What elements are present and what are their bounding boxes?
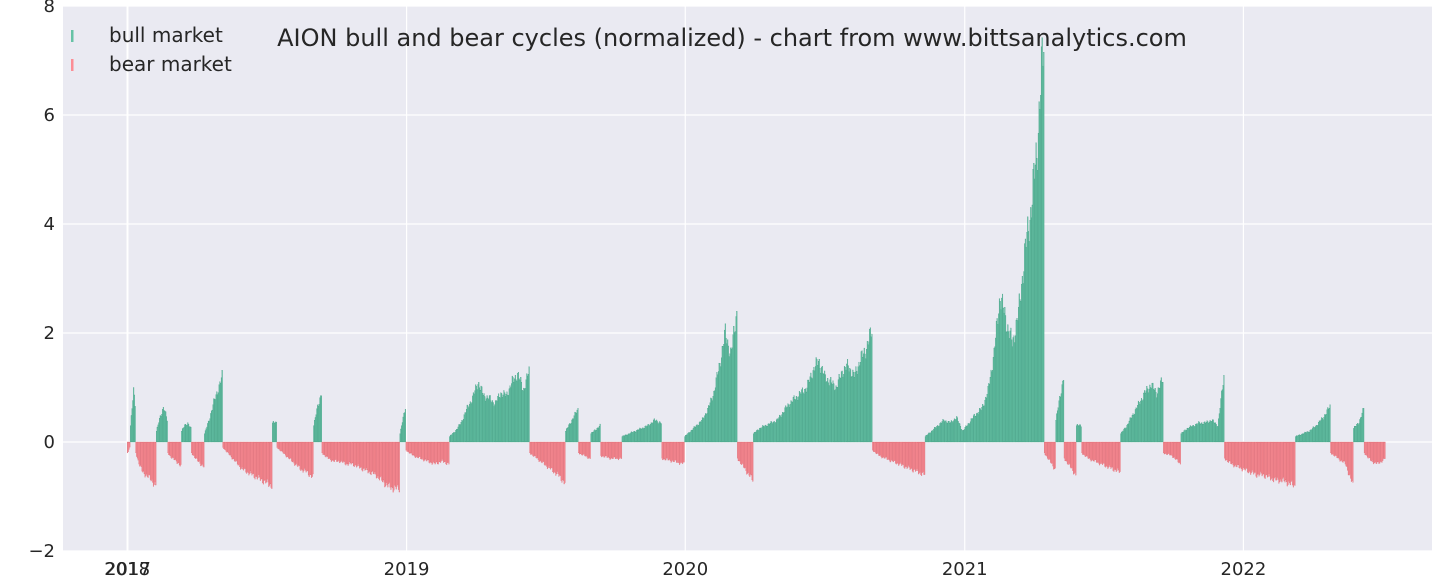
- bear-bar: [1294, 441, 1296, 486]
- y-tick-label: 2: [44, 323, 55, 344]
- bull-bar: [275, 421, 277, 443]
- legend-label-bear: bear market: [109, 52, 232, 76]
- bear-bar: [448, 441, 450, 465]
- bear-bar: [1119, 441, 1121, 472]
- bull-bar: [528, 366, 530, 443]
- legend-label-bull: bull market: [109, 23, 223, 47]
- bull-bar: [1043, 52, 1045, 443]
- x-tick-label: 2019: [384, 559, 430, 580]
- bear-bar: [1179, 441, 1181, 465]
- y-tick-label: −2: [28, 541, 55, 562]
- bull-bar: [660, 423, 662, 443]
- bull-bar: [1363, 408, 1365, 443]
- bear-bar: [589, 441, 591, 459]
- y-tick-label: 0: [44, 432, 55, 453]
- bull-bar: [404, 409, 406, 443]
- bull-bar: [1162, 381, 1164, 443]
- y-tick-label: 8: [44, 0, 55, 17]
- bear-bar: [203, 441, 205, 468]
- x-tick-label: 2018: [104, 559, 150, 580]
- y-tick-label: 4: [44, 214, 55, 235]
- bear-bar: [683, 441, 685, 463]
- bear-bar: [180, 441, 182, 465]
- bull-bar: [1080, 426, 1082, 443]
- bear-bar: [564, 441, 566, 483]
- x-tick-label: 2021: [942, 559, 988, 580]
- bear-bar: [1384, 441, 1386, 459]
- bars: [127, 37, 1386, 493]
- bear-bar: [752, 441, 754, 482]
- legend-swatch-bull: [71, 30, 74, 42]
- bull-bar: [1223, 375, 1225, 443]
- x-tick-label: 2020: [662, 559, 708, 580]
- bear-bar: [312, 441, 314, 475]
- bear-bar: [129, 441, 131, 448]
- bull-bar: [871, 333, 873, 443]
- bull-bar: [320, 395, 322, 443]
- bull-bar: [736, 311, 738, 443]
- y-tick-label: 6: [44, 105, 55, 126]
- bull-bar: [1063, 380, 1065, 443]
- bull-bar: [134, 406, 136, 443]
- legend: bull market bear market: [71, 23, 232, 76]
- bull-bar: [1329, 404, 1331, 443]
- bull-bar: [577, 408, 579, 443]
- bull-bar: [166, 420, 168, 443]
- bear-bar: [1075, 441, 1077, 476]
- bull-bar: [599, 423, 601, 443]
- x-tick-label: 2017: [105, 559, 151, 580]
- bear-bar: [1054, 441, 1056, 469]
- bear-bar: [271, 441, 273, 489]
- bull-bar: [190, 426, 192, 443]
- bear-bar: [621, 441, 623, 459]
- bear-bar: [1352, 441, 1354, 483]
- x-tick-label: 2022: [1221, 559, 1267, 580]
- bear-bar: [924, 441, 926, 475]
- legend-swatch-bear: [71, 59, 74, 71]
- bear-bar: [155, 441, 157, 486]
- bull-bar: [221, 370, 223, 443]
- bear-bar: [398, 441, 400, 493]
- chart-title: AION bull and bear cycles (normalized) -…: [277, 24, 1187, 52]
